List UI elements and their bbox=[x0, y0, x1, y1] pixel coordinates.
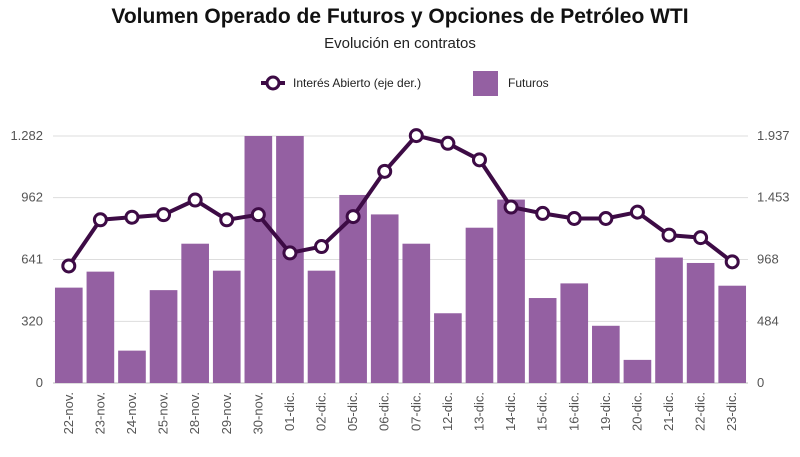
right-tick-label: 484 bbox=[757, 313, 779, 328]
line-series bbox=[61, 128, 740, 274]
bar-02-dic. bbox=[307, 270, 336, 383]
point-01-dic. bbox=[282, 245, 298, 261]
left-axis: 0 320 641 962 1.282 bbox=[10, 128, 43, 390]
x-tick-label: 22-nov. bbox=[61, 392, 76, 434]
point-28-nov. bbox=[187, 192, 203, 208]
point-30-nov. bbox=[250, 207, 266, 223]
bar-12-dic. bbox=[434, 313, 462, 383]
x-tick-label: 02-dic. bbox=[314, 392, 329, 431]
legend-bar-swatch bbox=[473, 71, 498, 96]
point-22-nov. bbox=[61, 258, 77, 274]
bar-29-nov. bbox=[212, 270, 241, 383]
x-tick-label: 13-dic. bbox=[471, 392, 486, 431]
x-tick-label: 28-nov. bbox=[187, 392, 202, 434]
point-16-dic. bbox=[566, 211, 582, 227]
x-tick-label: 23-nov. bbox=[92, 392, 107, 434]
bar-19-dic. bbox=[592, 325, 620, 383]
x-tick-label: 24-nov. bbox=[124, 392, 139, 434]
bar-15-dic. bbox=[528, 298, 557, 383]
left-tick-label: 0 bbox=[36, 375, 43, 390]
point-02-dic. bbox=[314, 239, 330, 255]
x-tick-label: 22-dic. bbox=[693, 392, 708, 431]
x-axis: 22-nov. 23-nov. 24-nov. 25-nov. 28-nov. 29-no… bbox=[61, 392, 739, 434]
point-20-dic. bbox=[629, 204, 645, 220]
point-23-dic. bbox=[724, 254, 740, 270]
x-tick-label: 16-dic. bbox=[566, 392, 581, 431]
point-25-nov. bbox=[156, 207, 172, 223]
open-interest-line bbox=[67, 133, 734, 268]
right-tick-label: 0 bbox=[757, 375, 764, 390]
legend-item-line: Interés Abierto (eje der.) bbox=[261, 75, 421, 91]
bar-20-dic. bbox=[623, 359, 652, 383]
x-tick-label: 25-nov. bbox=[156, 392, 171, 434]
point-06-dic. bbox=[377, 163, 393, 179]
bar-23-dic. bbox=[718, 285, 747, 383]
x-tick-label: 19-dic. bbox=[598, 392, 613, 431]
bar-22-nov. bbox=[54, 287, 83, 383]
point-14-dic. bbox=[503, 199, 519, 215]
chart-title: Volumen Operado de Futuros y Opciones de… bbox=[111, 5, 689, 28]
bar-25-nov. bbox=[149, 290, 178, 383]
point-24-nov. bbox=[124, 209, 140, 225]
legend-item-bar: Futuros bbox=[473, 71, 549, 96]
left-tick-label: 962 bbox=[21, 190, 43, 205]
legend: Interés Abierto (eje der.) Futuros bbox=[261, 71, 549, 96]
bar-23-nov. bbox=[86, 271, 115, 383]
right-axis: 0 484 968 1.453 1.937 bbox=[757, 128, 790, 390]
x-tick-label: 01-dic. bbox=[282, 392, 297, 431]
left-tick-label: 1.282 bbox=[10, 128, 43, 143]
left-tick-label: 320 bbox=[21, 313, 43, 328]
legend-label-line: Interés Abierto (eje der.) bbox=[293, 76, 421, 90]
x-tick-label: 07-dic. bbox=[408, 392, 423, 431]
chart-subtitle: Evolución en contratos bbox=[324, 35, 476, 52]
bar-28-nov. bbox=[181, 243, 209, 383]
bar-series bbox=[54, 136, 747, 383]
point-13-dic. bbox=[471, 152, 487, 168]
x-tick-label: 15-dic. bbox=[535, 392, 550, 431]
point-05-dic. bbox=[345, 209, 361, 225]
point-07-dic. bbox=[408, 128, 424, 144]
bar-06-dic. bbox=[370, 214, 399, 383]
point-23-nov. bbox=[92, 212, 108, 228]
x-tick-label: 05-dic. bbox=[345, 392, 360, 431]
x-tick-label: 20-dic. bbox=[629, 392, 644, 431]
legend-line-marker bbox=[265, 75, 281, 91]
x-tick-label: 12-dic. bbox=[440, 392, 455, 431]
point-29-nov. bbox=[219, 212, 235, 228]
bar-24-nov. bbox=[118, 350, 146, 383]
point-22-dic. bbox=[693, 230, 709, 246]
point-15-dic. bbox=[535, 205, 551, 221]
x-tick-label: 23-dic. bbox=[724, 392, 739, 431]
x-tick-label: 14-dic. bbox=[503, 392, 518, 431]
bar-30-nov. bbox=[244, 136, 273, 383]
x-tick-label: 21-dic. bbox=[661, 392, 676, 431]
point-19-dic. bbox=[598, 211, 614, 227]
x-tick-label: 30-nov. bbox=[250, 392, 265, 434]
point-21-dic. bbox=[661, 227, 677, 243]
left-tick-label: 641 bbox=[21, 252, 43, 267]
bar-13-dic. bbox=[465, 227, 494, 383]
legend-label-bar: Futuros bbox=[508, 76, 549, 90]
x-tick-label: 29-nov. bbox=[219, 392, 234, 434]
right-tick-label: 1.937 bbox=[757, 128, 790, 143]
point-12-dic. bbox=[440, 135, 456, 151]
bar-22-dic. bbox=[686, 262, 715, 383]
right-tick-label: 968 bbox=[757, 252, 779, 267]
right-tick-label: 1.453 bbox=[757, 190, 790, 205]
bar-07-dic. bbox=[402, 243, 431, 383]
bar-16-dic. bbox=[560, 283, 589, 383]
bar-21-dic. bbox=[655, 257, 683, 383]
x-tick-label: 06-dic. bbox=[377, 392, 392, 431]
bar-14-dic. bbox=[497, 199, 525, 383]
